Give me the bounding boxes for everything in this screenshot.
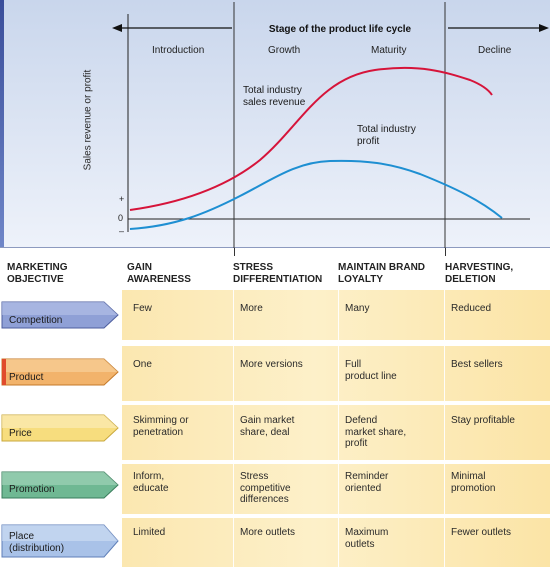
cell-price-maturity: Defend market share, profit — [345, 415, 407, 449]
row-band-product — [122, 346, 550, 401]
column-divider-1 — [233, 290, 234, 567]
stage-arrowhead-right — [539, 24, 549, 32]
stage-arrowhead-left — [112, 24, 122, 32]
cell-product-maturity: Full product line — [345, 359, 397, 382]
tick-zero: 0 — [118, 213, 124, 223]
cell-competition-maturity: Many — [345, 303, 370, 314]
stage-divider-2-tail — [445, 248, 446, 256]
stage-divider-1-tail — [234, 248, 235, 256]
row-band-promotion — [122, 464, 550, 514]
cell-competition-growth: More — [240, 303, 263, 314]
profit-label: Total industry profit — [357, 124, 416, 147]
stage-decline: Decline — [478, 45, 512, 56]
cell-product-introduction: One — [133, 359, 152, 370]
cell-promotion-decline: Minimal promotion — [451, 471, 496, 494]
stage-growth: Growth — [268, 45, 301, 56]
cell-product-growth: More versions — [240, 359, 303, 370]
column-divider-2 — [338, 290, 339, 567]
cell-promotion-maturity: Reminder oriented — [345, 471, 389, 494]
row-band-price — [122, 405, 550, 460]
cell-place-decline: Fewer outlets — [451, 527, 512, 538]
cell-competition-decline: Reduced — [451, 303, 492, 314]
cell-place-growth: More outlets — [240, 527, 296, 538]
header-stress-differentiation: STRESS DIFFERENTIATION — [233, 262, 323, 285]
left-edge-bar — [0, 0, 4, 248]
sales-revenue-curve — [129, 66, 493, 211]
cell-price-decline: Stay profitable — [451, 415, 515, 426]
product-arrow — [1, 358, 119, 386]
product-life-cycle-chart — [0, 0, 550, 248]
cell-product-decline: Best sellers — [451, 359, 503, 370]
row-band-competition — [122, 290, 550, 340]
place-arrow — [1, 524, 119, 558]
cell-place-introduction: Limited — [133, 527, 166, 538]
chart-background — [0, 0, 550, 248]
header-maintain-brand-loyalty: MAINTAIN BRAND LOYALTY — [338, 262, 426, 285]
header-gain-awareness: GAIN AWARENESS — [127, 262, 191, 285]
cell-promotion-growth: Stress competitive differences — [240, 471, 291, 505]
row-label-product: Product — [9, 372, 44, 383]
stage-introduction: Introduction — [152, 45, 205, 56]
sales-revenue-label: Total industry sales revenue — [243, 85, 306, 108]
stage-maturity: Maturity — [371, 45, 407, 56]
cell-competition-introduction: Few — [133, 303, 152, 314]
tick-minus: – — [119, 226, 125, 236]
cell-promotion-introduction: Inform, educate — [133, 471, 169, 494]
cell-place-maturity: Maximum outlets — [345, 527, 389, 550]
tick-plus: + — [119, 194, 125, 204]
row-band-place — [122, 518, 550, 567]
column-divider-3 — [444, 290, 445, 567]
promotion-arrow — [1, 471, 119, 499]
row-label-promotion: Promotion — [9, 484, 55, 495]
row-label-competition: Competition — [9, 315, 63, 326]
price-arrow — [1, 414, 119, 442]
competition-arrow — [1, 301, 119, 329]
cell-price-growth: Gain market share, deal — [240, 415, 295, 438]
y-axis-label: Sales revenue or profit — [82, 69, 94, 171]
row-label-price: Price — [9, 428, 32, 439]
header-harvesting-deletion: HARVESTING, DELETION — [445, 262, 514, 285]
profit-curve — [129, 159, 503, 230]
cell-price-introduction: Skimming or penetration — [133, 415, 189, 438]
row-label-place: Place (distribution) — [9, 531, 65, 554]
stage-heading: Stage of the product life cycle — [268, 24, 412, 35]
header-marketing-objective: MARKETING OBJECTIVE — [7, 262, 68, 285]
